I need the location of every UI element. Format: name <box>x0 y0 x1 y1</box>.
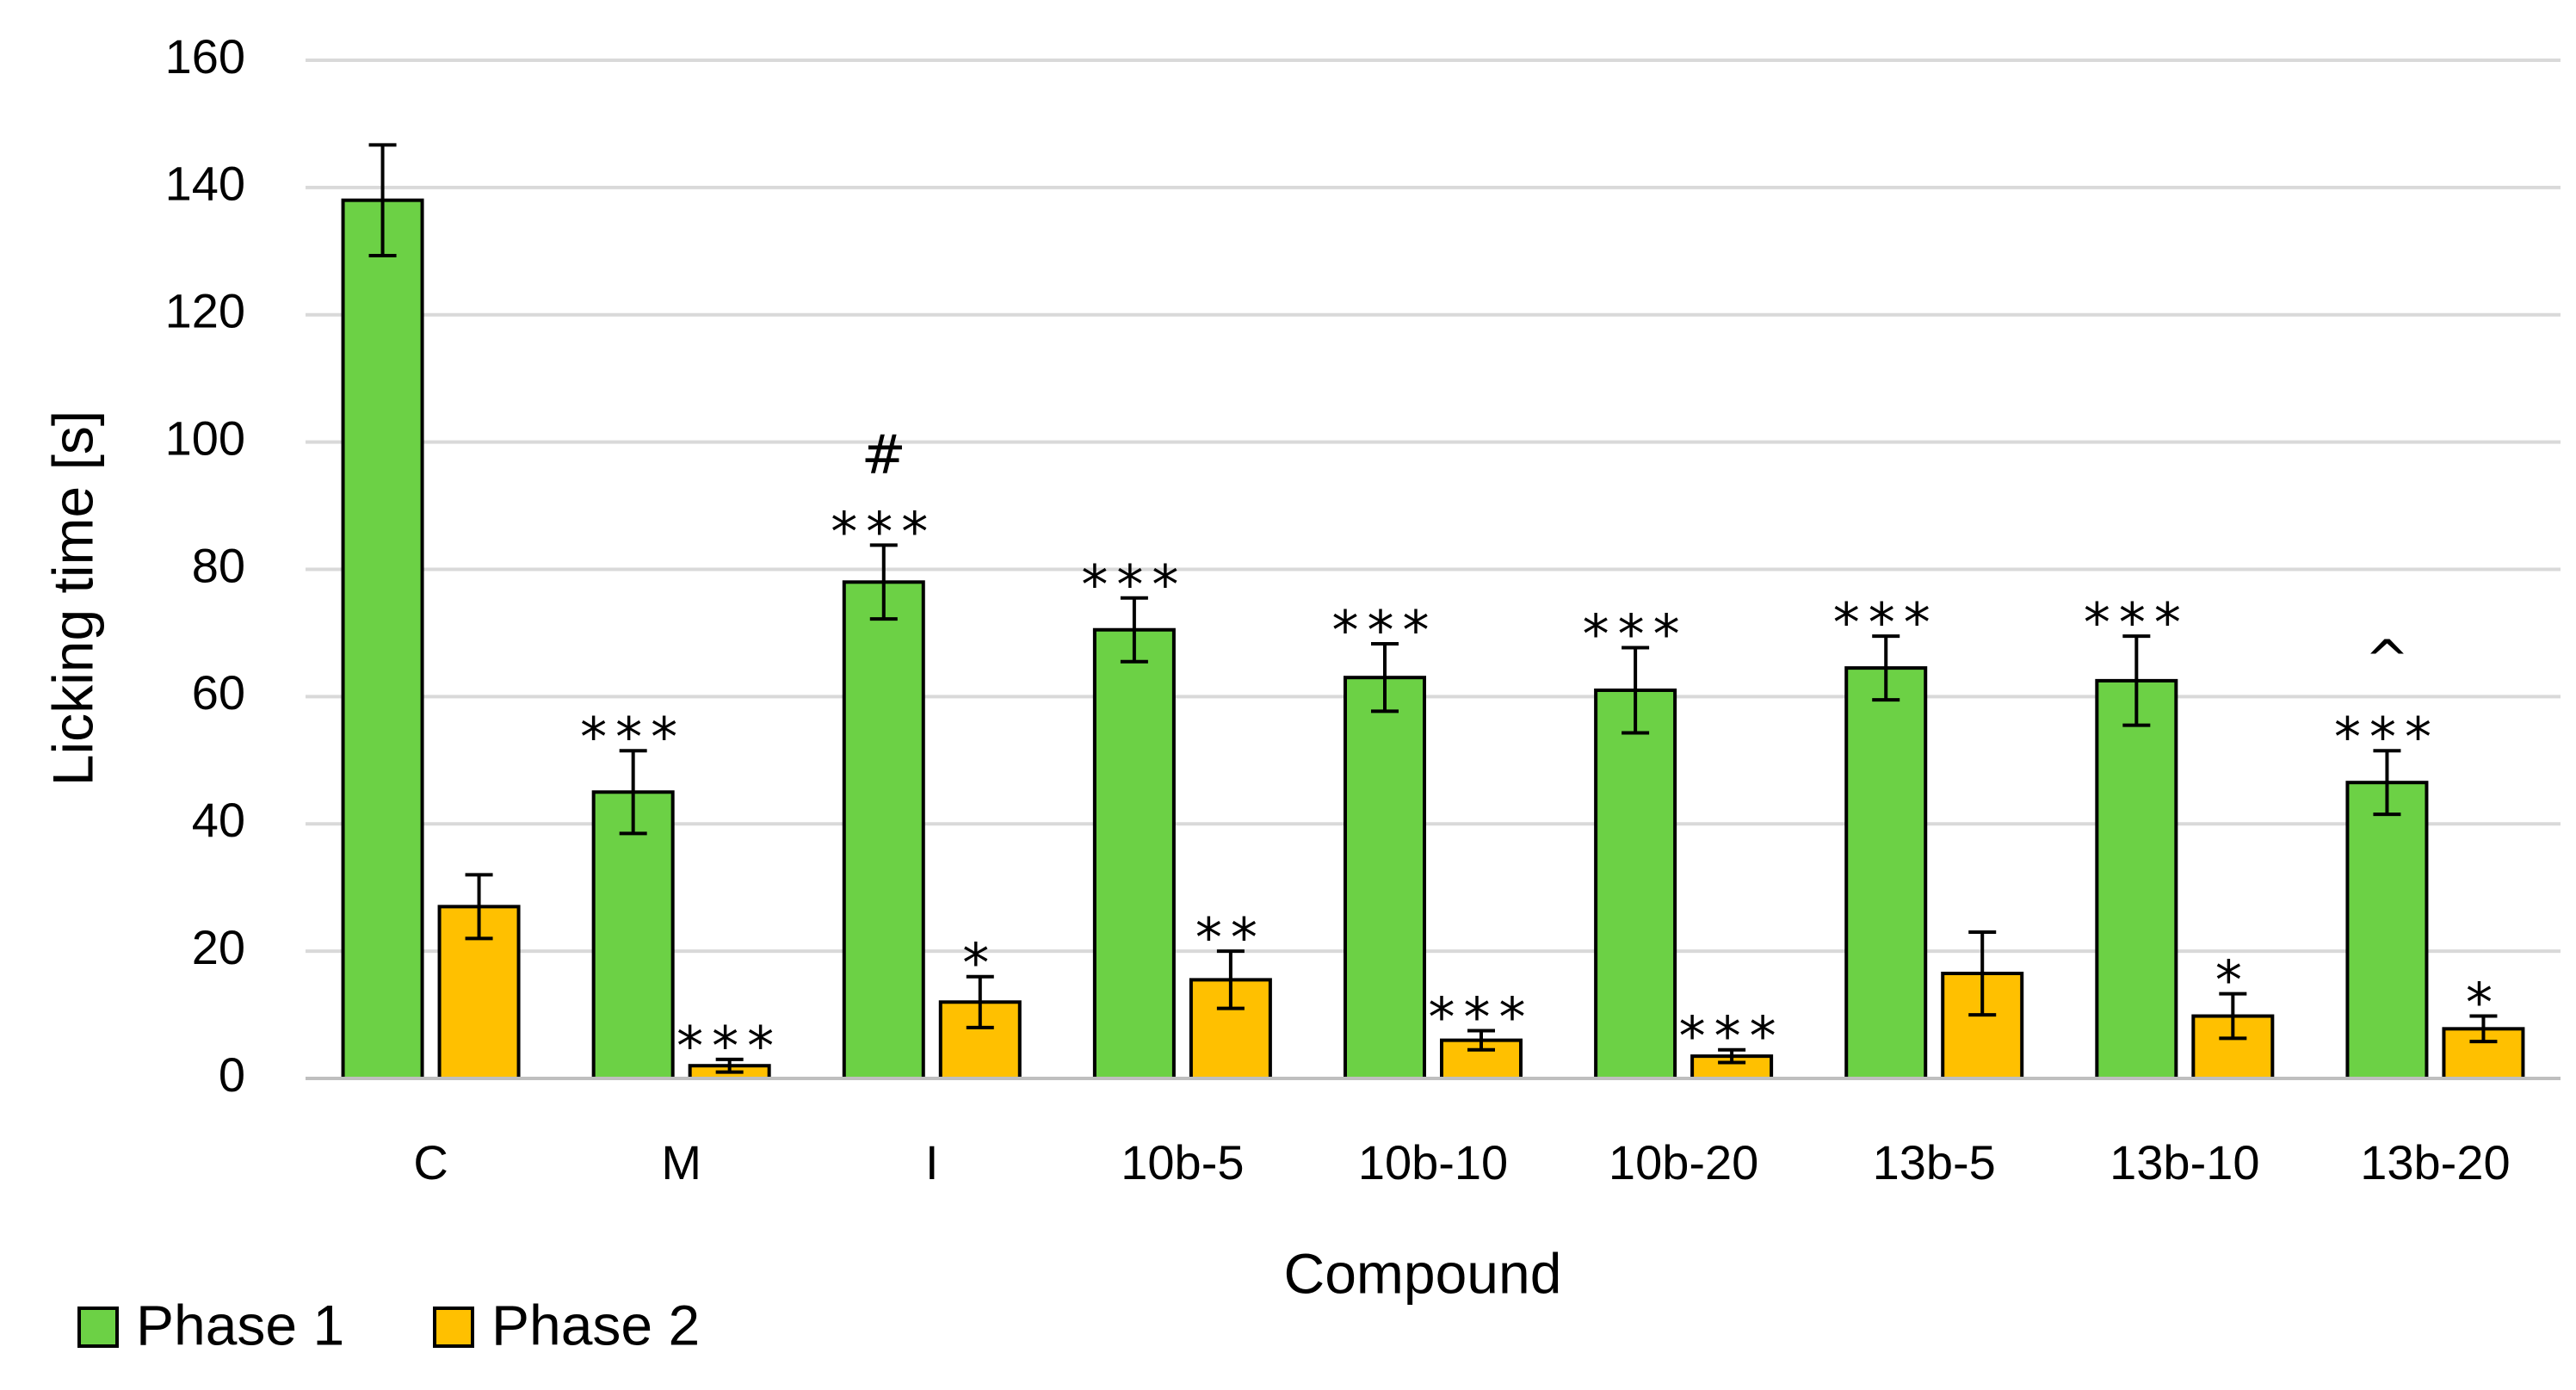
annotation-phase-1-13b-10: *** <box>2084 591 2190 654</box>
error-bar-phase-2-10b-20 <box>1718 1047 1746 1065</box>
y-tick-label-140: 140 <box>165 157 245 211</box>
error-bars <box>368 143 2498 1074</box>
bar-phase-1-I <box>842 580 925 1080</box>
annotation-phase-1-I: # <box>862 423 906 485</box>
error-bar-phase-2-C <box>465 873 493 941</box>
bar-phase-1-13b-20 <box>2345 781 2429 1080</box>
legend-swatch-phase-2 <box>433 1307 474 1348</box>
legend: Phase 1 Phase 2 <box>77 1293 700 1356</box>
y-tick-label-0: 0 <box>219 1047 245 1102</box>
y-tick-label-120: 120 <box>165 284 245 338</box>
annotation-phase-1-13b-20: ^ <box>2364 628 2409 691</box>
error-bar-phase-1-13b-20 <box>2373 749 2401 817</box>
annotation-phase-1-13b-5: *** <box>1833 591 1939 654</box>
annotation-phase-2-13b-10: * <box>2215 949 2251 1012</box>
x-tick-label-10b-5: 10b-5 <box>1121 1135 1244 1189</box>
x-tick-label-13b-5: 13b-5 <box>1873 1135 1996 1189</box>
error-bar-phase-1-M <box>619 749 647 836</box>
error-bar-phase-1-13b-10 <box>2122 634 2151 727</box>
bar-phase-1-10b-5 <box>1092 627 1176 1080</box>
bar-phase-1-C <box>341 198 424 1081</box>
error-bar-phase-2-13b-10 <box>2219 992 2247 1041</box>
y-tick-label-80: 80 <box>192 538 245 592</box>
bars <box>341 198 2525 1081</box>
error-bar-phase-2-13b-20 <box>2469 1014 2498 1044</box>
annotation-phase-1-10b-10: *** <box>1332 599 1438 662</box>
x-tick-label-I: I <box>925 1135 939 1189</box>
y-tick-label-60: 60 <box>192 665 245 720</box>
y-tick-label-160: 160 <box>165 29 245 83</box>
error-bar-phase-2-10b-10 <box>1467 1029 1495 1052</box>
error-bar-phase-1-I <box>869 543 898 621</box>
annotation-phase-1-M: *** <box>580 706 686 769</box>
annotation-phase-2-13b-20: * <box>2466 972 2501 1035</box>
gridlines <box>306 59 2561 954</box>
x-tick-label-13b-10: 13b-10 <box>2110 1135 2259 1189</box>
annotation-phase-2-10b-20: *** <box>1679 1005 1785 1068</box>
x-tick-label-M: M <box>661 1135 701 1189</box>
y-tick-label-20: 20 <box>192 920 245 974</box>
x-axis-title: Compound <box>1284 1241 1562 1305</box>
bar-phase-1-10b-20 <box>1594 688 1677 1080</box>
bar-phase-1-13b-5 <box>1844 666 1928 1081</box>
annotation-phase-1-13b-20: *** <box>2334 706 2440 769</box>
legend-label-phase-2: Phase 2 <box>491 1293 700 1356</box>
error-bar-phase-1-10b-5 <box>1120 596 1148 664</box>
x-tick-label-10b-10: 10b-10 <box>1358 1135 1508 1189</box>
error-bar-phase-2-M <box>715 1057 744 1074</box>
annotation-phase-1-10b-20: *** <box>1583 602 1689 665</box>
bar-phase-1-M <box>591 790 675 1080</box>
y-tick-label-100: 100 <box>165 411 245 465</box>
error-bar-phase-1-10b-20 <box>1622 646 1650 735</box>
error-bar-phase-2-I <box>966 974 994 1029</box>
error-bar-phase-2-10b-5 <box>1216 949 1245 1010</box>
annotation-phase-1-I: *** <box>831 500 936 563</box>
legend-swatch-phase-1 <box>77 1307 119 1348</box>
error-bar-phase-1-13b-5 <box>1872 634 1900 702</box>
y-tick-label-40: 40 <box>192 793 245 847</box>
legend-label-phase-1: Phase 1 <box>136 1293 344 1356</box>
y-axis-ticks: 0 20 40 60 80 100 120 140 160 <box>165 29 245 1102</box>
error-bar-phase-1-C <box>368 143 397 257</box>
x-tick-label-13b-20: 13b-20 <box>2360 1135 2510 1189</box>
bar-phase-1-10b-10 <box>1344 676 1426 1080</box>
error-bar-phase-1-10b-10 <box>1371 642 1399 714</box>
x-axis-ticks: C M I 10b-5 10b-10 10b-20 13b-5 13b-10 13b-20 <box>413 1135 2510 1189</box>
error-bar-phase-2-13b-5 <box>1968 930 1997 1017</box>
x-tick-label-10b-20: 10b-20 <box>1609 1135 1758 1189</box>
bar-phase-1-13b-10 <box>2095 678 2178 1080</box>
annotation-phase-2-M: *** <box>676 1015 782 1078</box>
annotation-phase-2-10b-5: ** <box>1195 906 1266 969</box>
y-axis-title: Licking time [s] <box>40 411 104 786</box>
annotation-phase-2-10b-10: *** <box>1429 986 1535 1049</box>
significance-annotations: *********#********************* *******^* <box>580 423 2501 1078</box>
annotation-phase-1-10b-5: *** <box>1081 553 1187 616</box>
annotation-phase-2-I: * <box>962 932 998 995</box>
x-tick-label-C: C <box>413 1135 448 1189</box>
